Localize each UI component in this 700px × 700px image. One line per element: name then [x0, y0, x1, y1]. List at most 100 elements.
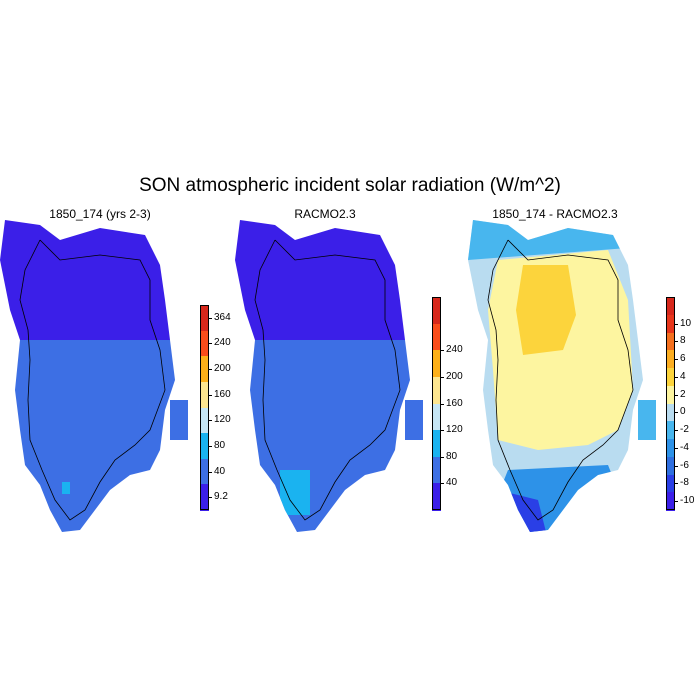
colorbar-label: 240 — [446, 344, 463, 356]
panel-3-title: 1850_174 - RACMO2.3 — [492, 207, 618, 221]
south-edge — [488, 465, 618, 532]
colorbar-label: 364 — [214, 311, 231, 323]
colorbar-segment — [432, 376, 441, 404]
colorbar-segment — [200, 330, 209, 357]
colorbar-segment — [200, 356, 209, 383]
colorbar-tick — [441, 483, 444, 485]
panel-2-map — [235, 220, 423, 532]
north-region — [235, 220, 410, 340]
colorbar-label: -8 — [680, 477, 689, 489]
colorbar-label: 120 — [446, 424, 463, 436]
colorbar-segment — [432, 403, 441, 431]
colorbar-segment — [432, 350, 441, 378]
colorbar-label: -6 — [680, 459, 689, 471]
colorbar-segment — [666, 368, 675, 387]
colorbar-label: 200 — [446, 370, 463, 382]
colorbar-tick — [441, 350, 444, 352]
colorbar-tick — [209, 471, 212, 473]
colorbar-label: 2 — [680, 388, 686, 400]
panel-1-map — [0, 220, 188, 532]
colorbar-tick — [675, 359, 678, 361]
colorbar-segment — [432, 430, 441, 458]
coastline — [19, 239, 166, 521]
colorbar-label: -2 — [680, 424, 689, 436]
colorbar-segment — [432, 323, 441, 351]
colorbar-tick — [209, 394, 212, 396]
colorbar-label: 120 — [214, 414, 231, 426]
colorbar-segment — [200, 381, 209, 408]
colorbar-segment — [432, 456, 441, 484]
colorbar-frame — [200, 305, 209, 510]
south-tip-cell — [62, 482, 70, 494]
panel-2-colorbar: 240 200 160 120 80 40 — [432, 297, 472, 511]
colorbar-segment — [666, 403, 675, 422]
colorbar-frame — [432, 297, 441, 510]
colorbar-tick — [209, 445, 212, 447]
colorbar-tick — [675, 412, 678, 414]
eastern-island — [638, 400, 656, 440]
colorbar-label: -4 — [680, 441, 689, 453]
colorbar-segment — [666, 421, 675, 440]
colorbar-tick — [209, 369, 212, 371]
colorbar-segment — [666, 332, 675, 351]
panel-2-title: RACMO2.3 — [294, 207, 356, 221]
colorbar-segment — [432, 297, 441, 325]
colorbar-label: 80 — [446, 450, 458, 462]
colorbar-segment — [200, 433, 209, 460]
colorbar-segment — [666, 439, 675, 458]
colorbar-label: 240 — [214, 337, 231, 349]
figure-title: SON atmospheric incident solar radiation… — [139, 175, 561, 196]
colorbar-segment — [200, 407, 209, 434]
colorbar-label: 0 — [680, 406, 686, 418]
panel-3-map — [468, 220, 656, 532]
panel-1-colorbar: 364 240 200 160 120 80 40 9.2 — [200, 305, 240, 511]
colorbar-label: 40 — [446, 477, 458, 489]
colorbar-segment — [666, 492, 675, 511]
colorbar-segment — [666, 297, 675, 316]
colorbar-tick — [441, 403, 444, 405]
colorbar-tick — [675, 430, 678, 432]
colorbar-segment — [200, 458, 209, 485]
panel-3-colorbar: 10 8 6 4 2 0 -2 -4 -6 -8 -10 — [666, 297, 700, 511]
colorbar-label: 40 — [214, 465, 226, 477]
colorbar-tick — [675, 323, 678, 325]
colorbar-label: -10 — [680, 495, 695, 507]
eastern-island — [170, 400, 188, 440]
colorbar-label: 200 — [214, 363, 231, 375]
colorbar-tick — [441, 376, 444, 378]
colorbar-segment — [666, 350, 675, 369]
colorbar-tick — [675, 465, 678, 467]
colorbar-label: 80 — [214, 439, 226, 451]
panel-1-title: 1850_174 (yrs 2-3) — [49, 207, 151, 221]
colorbar-tick — [675, 501, 678, 503]
colorbar-label: 9.2 — [214, 491, 228, 503]
colorbar-tick — [675, 376, 678, 378]
colorbar-tick — [675, 394, 678, 396]
colorbar-tick — [675, 447, 678, 449]
land-raster — [235, 220, 410, 532]
north-region — [0, 220, 175, 340]
colorbar-tick — [675, 341, 678, 343]
colorbar-tick — [209, 420, 212, 422]
colorbar-tick — [441, 456, 444, 458]
colorbar-tick — [675, 483, 678, 485]
south-tip-region — [280, 470, 310, 515]
colorbar-segment — [432, 483, 441, 511]
colorbar-tick — [441, 430, 444, 432]
coastline — [254, 239, 401, 521]
coastline — [487, 239, 634, 521]
max-zone — [516, 265, 576, 355]
colorbar-tick — [209, 343, 212, 345]
colorbar-frame — [666, 297, 675, 510]
colorbar-label: 160 — [214, 388, 231, 400]
colorbar-segment — [666, 385, 675, 404]
colorbar-label: 160 — [446, 397, 463, 409]
colorbar-tick — [209, 497, 212, 499]
colorbar-label: 10 — [680, 317, 692, 329]
colorbar-label: 4 — [680, 370, 686, 382]
colorbar-segment — [666, 474, 675, 493]
colorbar-tick — [209, 317, 212, 319]
eastern-island — [405, 400, 423, 440]
colorbar-segment — [666, 456, 675, 475]
colorbar-label: 8 — [680, 335, 686, 347]
